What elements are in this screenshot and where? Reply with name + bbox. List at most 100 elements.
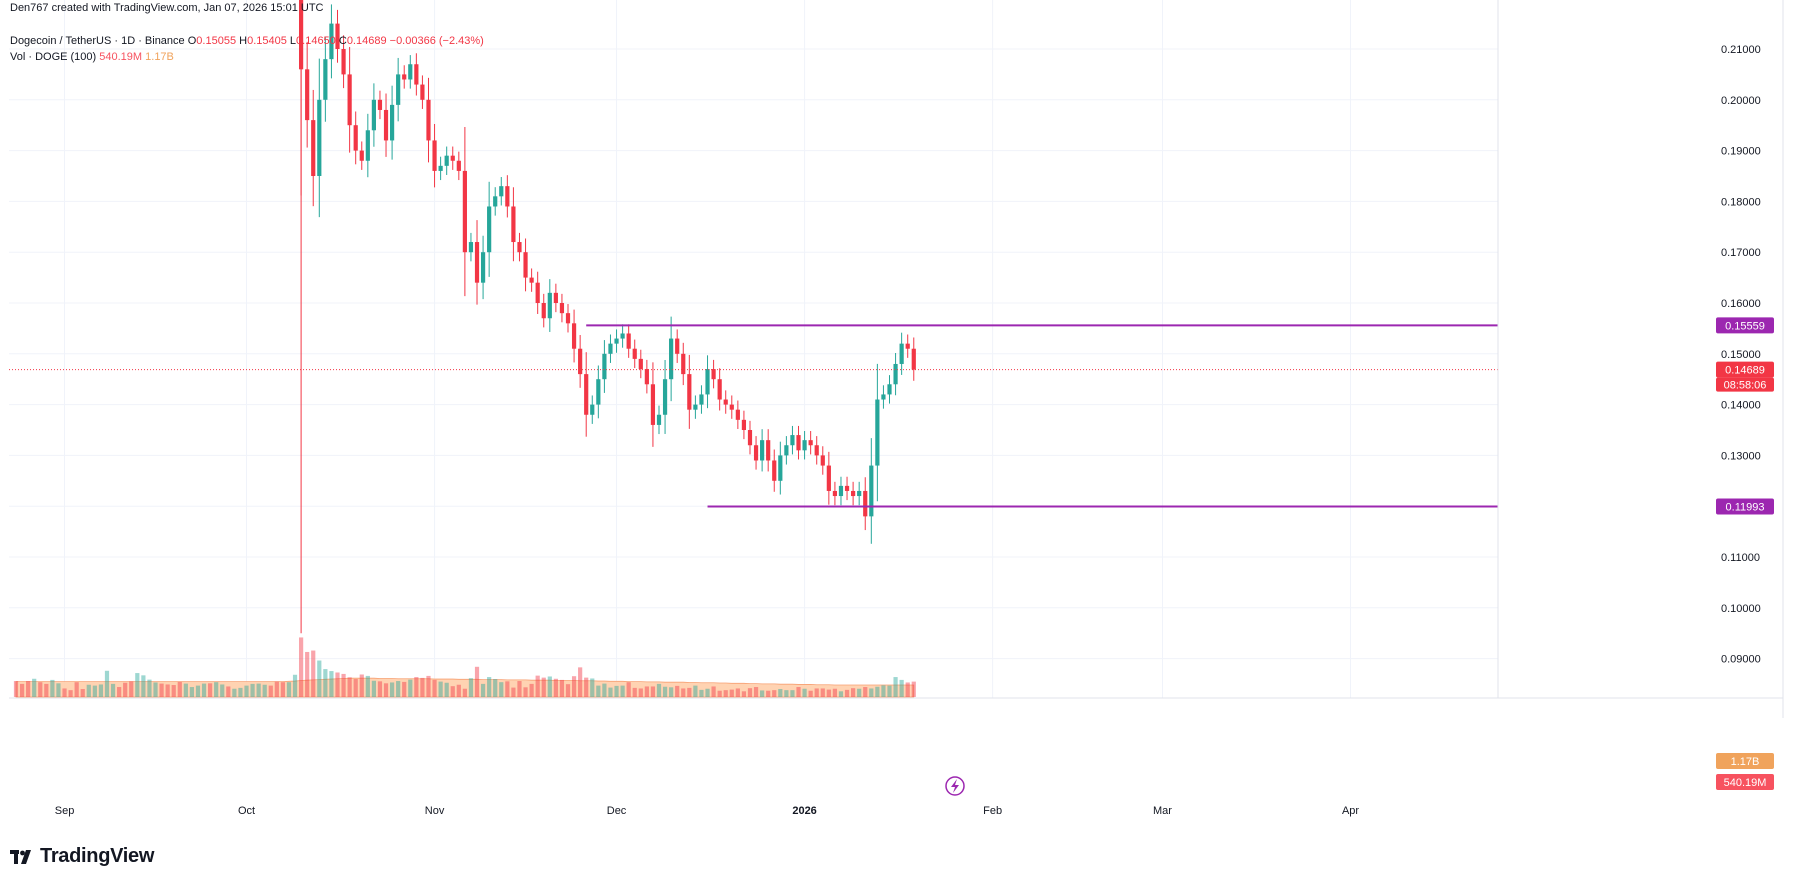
candle-body[interactable] <box>317 99 322 176</box>
candle-body[interactable] <box>377 99 383 110</box>
candle-body[interactable] <box>383 109 389 141</box>
candle-body[interactable] <box>414 64 419 85</box>
candle-body[interactable] <box>747 430 753 446</box>
candle-body[interactable] <box>565 313 571 324</box>
candle-body[interactable] <box>487 206 492 253</box>
candle-body[interactable] <box>493 196 498 207</box>
tradingview-logo[interactable]: TradingView <box>10 845 154 868</box>
candle-body[interactable] <box>699 394 704 405</box>
candle-body[interactable] <box>717 379 722 400</box>
candle-body[interactable] <box>753 445 759 461</box>
candle-body[interactable] <box>796 435 801 451</box>
candle-body[interactable] <box>802 440 807 451</box>
candle-body[interactable] <box>329 23 334 60</box>
candle-body[interactable] <box>608 343 613 354</box>
candle-body[interactable] <box>396 74 401 105</box>
candle-body[interactable] <box>832 490 838 497</box>
candle-body[interactable] <box>523 252 528 278</box>
candle-body[interactable] <box>644 369 649 385</box>
candle-body[interactable] <box>687 374 692 410</box>
candle-body[interactable] <box>602 353 607 380</box>
candle-body[interactable] <box>438 165 443 171</box>
candle-body[interactable] <box>790 435 795 446</box>
candle-body[interactable] <box>335 23 340 49</box>
candle-body[interactable] <box>735 409 740 420</box>
candle-body[interactable] <box>905 343 910 349</box>
candle-body[interactable] <box>559 303 565 314</box>
candle-body[interactable] <box>723 399 728 405</box>
candle-body[interactable] <box>772 460 777 481</box>
candle-body[interactable] <box>820 455 825 466</box>
candle-body[interactable] <box>863 490 868 517</box>
candle-body[interactable] <box>675 338 680 354</box>
candle-body[interactable] <box>480 252 486 283</box>
candle-body[interactable] <box>505 186 510 207</box>
candle-body[interactable] <box>656 414 662 425</box>
candle-body[interactable] <box>347 74 352 126</box>
candle-body[interactable] <box>353 125 358 151</box>
candle-body[interactable] <box>778 455 783 481</box>
candle-body[interactable] <box>359 150 364 161</box>
candle-body[interactable] <box>420 84 425 100</box>
candle-body[interactable] <box>450 155 455 161</box>
candle-body[interactable] <box>365 130 370 161</box>
candle-body[interactable] <box>875 399 880 466</box>
candle-body[interactable] <box>444 155 449 166</box>
candle-body[interactable] <box>614 338 619 344</box>
candle-body[interactable] <box>511 206 516 243</box>
candle-body[interactable] <box>851 490 856 497</box>
candle-body[interactable] <box>650 384 656 425</box>
candle-body[interactable] <box>468 242 474 253</box>
candle-body[interactable] <box>553 292 558 303</box>
candle-body[interactable] <box>632 348 637 359</box>
candle-body[interactable] <box>662 379 668 415</box>
candle-body[interactable] <box>784 445 789 456</box>
candle-body[interactable] <box>669 338 674 380</box>
candle-body[interactable] <box>590 404 595 415</box>
candle-body[interactable] <box>547 292 552 319</box>
candle-body[interactable] <box>596 379 601 405</box>
candle-body[interactable] <box>826 465 831 491</box>
candle-body[interactable] <box>571 323 577 349</box>
candle-body[interactable] <box>766 440 771 461</box>
candle-body[interactable] <box>474 242 480 283</box>
candle-body[interactable] <box>305 69 310 121</box>
candle-body[interactable] <box>814 445 819 456</box>
candle-body[interactable] <box>808 440 813 446</box>
candle-body[interactable] <box>626 333 631 349</box>
candle-body[interactable] <box>887 384 892 395</box>
candle-body[interactable] <box>499 186 504 197</box>
candle-body[interactable] <box>408 64 413 80</box>
candle-body[interactable] <box>426 99 431 141</box>
candle-body[interactable] <box>456 160 461 171</box>
candle-body[interactable] <box>881 394 886 400</box>
candle-body[interactable] <box>705 369 710 395</box>
candle-body[interactable] <box>462 170 467 253</box>
candle-body[interactable] <box>844 485 850 491</box>
candle-body[interactable] <box>711 369 716 380</box>
candle-body[interactable] <box>911 348 916 370</box>
candle-body[interactable] <box>857 490 862 497</box>
candle-body[interactable] <box>541 303 546 319</box>
candle-body[interactable] <box>899 343 904 364</box>
candle-body[interactable] <box>893 363 898 385</box>
candle-body[interactable] <box>693 404 698 410</box>
candle-body[interactable] <box>584 374 589 415</box>
candle-body[interactable] <box>729 404 734 410</box>
candle-body[interactable] <box>389 104 395 141</box>
candle-body[interactable] <box>323 59 328 100</box>
candle-body[interactable] <box>869 465 874 517</box>
candle-body[interactable] <box>371 99 376 131</box>
symbol-name[interactable]: Dogecoin / TetherUS · 1D · Binance <box>10 35 185 47</box>
candle-body[interactable] <box>681 353 686 375</box>
volume-indicator-name[interactable]: Vol · DOGE (100) <box>10 51 97 63</box>
candle-body[interactable] <box>529 277 534 283</box>
candle-body[interactable] <box>517 242 522 253</box>
candle-body[interactable] <box>760 440 765 461</box>
candle-body[interactable] <box>620 333 625 339</box>
candle-body[interactable] <box>638 358 643 370</box>
candle-body[interactable] <box>838 485 844 497</box>
candle-body[interactable] <box>341 49 346 75</box>
candle-body[interactable] <box>741 419 747 430</box>
